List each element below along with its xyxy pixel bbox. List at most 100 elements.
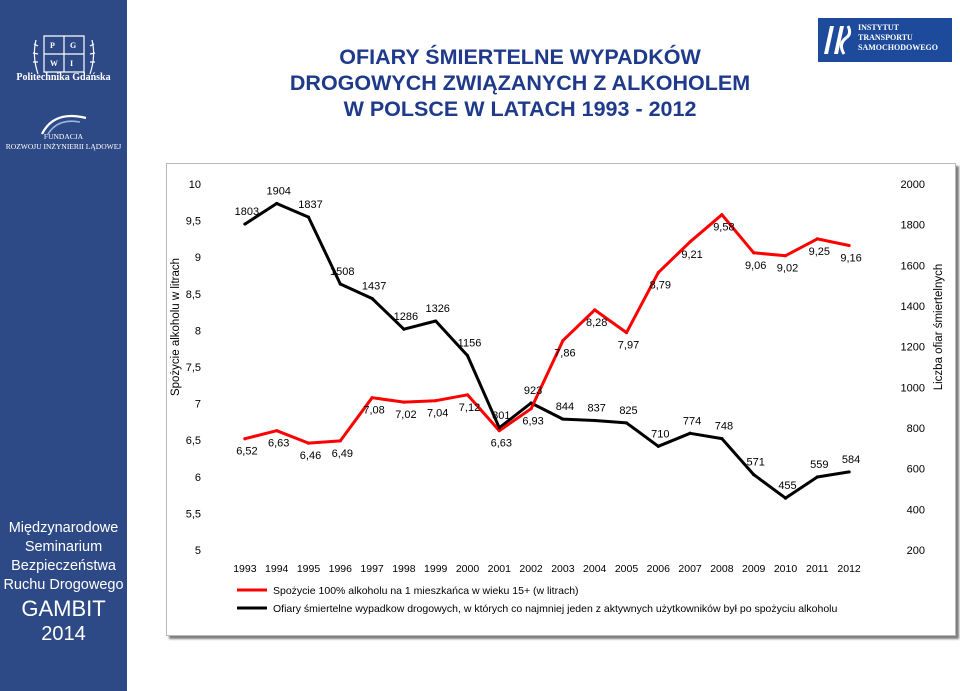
data-label-victims: 774 (683, 415, 701, 427)
x-tick-label: 2009 (742, 563, 766, 575)
y2-tick-label: 400 (907, 504, 925, 516)
point-victims (752, 472, 756, 477)
data-label-alcohol: 6,46 (300, 450, 321, 462)
x-tick-label: 1995 (297, 563, 321, 575)
title-line: DROGOWYCH ZWIĄZANYCH Z ALKOHOLEM (289, 71, 751, 95)
title-line: OFIARY ŚMIERTELNE WYPADKÓW (339, 45, 701, 69)
point-victims (306, 215, 311, 219)
point-alcohol (815, 237, 819, 241)
point-alcohol (306, 441, 311, 445)
data-label-alcohol: 7,02 (395, 409, 416, 421)
line-chart: 5 5,5 6 6,5 7 7,5 8 8,5 9 9,5 10 200 400 600 800 1000 12… (170, 179, 945, 615)
politechnika-gdanska-logo-icon: P G W I (32, 35, 96, 75)
x-tick-label: 2011 (806, 563, 829, 575)
point-victims (465, 354, 470, 358)
data-label-victims: 1803 (235, 206, 259, 218)
y2-tick-label: 600 (907, 464, 925, 476)
y2-tick-label: 1400 (901, 301, 925, 313)
seminar-line: Ruchu Drogowego (3, 577, 124, 593)
foundation-line1: FUNDACJA (43, 132, 84, 141)
its-name: INSTYTUT TRANSPORTU SAMOCHODOWEGO (858, 23, 938, 53)
data-label-victims: 1326 (425, 303, 449, 315)
x-tick-label: 1998 (392, 563, 416, 575)
point-victims (688, 431, 692, 435)
x-tick-label: 1999 (424, 563, 448, 575)
point-alcohol (720, 213, 724, 217)
data-label-alcohol: 7,08 (363, 405, 384, 417)
data-label-victims: 748 (715, 421, 733, 433)
y2-tick-label: 2000 (901, 179, 925, 191)
point-alcohol (529, 407, 533, 411)
y-tick-label: 9,5 (186, 216, 201, 228)
data-label-alcohol: 9,02 (777, 263, 798, 275)
point-alcohol (243, 437, 247, 441)
x-tick-label: 2008 (710, 563, 734, 575)
data-label-alcohol: 7,86 (554, 348, 575, 360)
data-label-alcohol: 9,58 (713, 222, 734, 234)
y-axis-label: Spożycie alkoholu w litrach (170, 258, 182, 396)
data-label-alcohol: 9,21 (681, 249, 702, 261)
chart-frame: 5 5,5 6 6,5 7 7,5 8 8,5 9 9,5 10 200 400 600 800 1000 12… (166, 163, 956, 636)
data-label-alcohol: 7,04 (427, 408, 448, 420)
point-victims (847, 470, 851, 474)
point-victims (402, 327, 406, 331)
point-alcohol (465, 393, 470, 397)
data-label-alcohol: 6,93 (522, 416, 543, 428)
point-alcohol (434, 399, 438, 403)
series-line-alcohol (244, 213, 850, 445)
x-tick-label: 2006 (647, 563, 671, 575)
data-label-alcohol: 8,28 (586, 317, 607, 329)
y-tick-label: 8,5 (186, 289, 201, 301)
data-label-alcohol: 6,63 (491, 438, 512, 450)
point-alcohol (275, 429, 279, 433)
its-line: SAMOCHODOWEGO (858, 43, 939, 52)
point-alcohol (688, 240, 692, 244)
point-victims (434, 319, 438, 323)
event-year: 2014 (41, 623, 86, 645)
y-tick-label: 7 (195, 399, 201, 411)
series-line-victims (244, 202, 850, 500)
x-tick-label: 1997 (360, 563, 384, 575)
x-tick-label: 2007 (678, 563, 702, 575)
svg-text:P: P (50, 41, 55, 50)
data-label-victims: 923 (524, 385, 542, 397)
y-tick-label: 5 (195, 545, 201, 557)
y-tick-label: 8 (195, 325, 201, 337)
data-label-alcohol: 7,12 (459, 402, 480, 414)
seminar-line: Bezpieczeństwa (11, 558, 116, 574)
seminar-line: Seminarium (24, 539, 103, 555)
point-victims (275, 201, 279, 206)
its-line: INSTYTUT (858, 23, 899, 32)
svg-text:I: I (70, 59, 73, 68)
legend-label-victims: Ofiary śmiertelne wypadkow drogowych, w … (273, 603, 837, 615)
x-tick-label: 1996 (329, 563, 353, 575)
point-alcohol (338, 439, 342, 443)
point-victims (720, 436, 724, 441)
its-line: TRANSPORTU (858, 33, 913, 42)
point-alcohol (847, 243, 851, 248)
x-tick-label: 2004 (583, 563, 607, 575)
y2-tick-label: 200 (907, 545, 925, 557)
x-tick-label: 2001 (488, 563, 512, 575)
data-label-victims: 825 (619, 405, 637, 417)
y-tick-label: 9 (195, 252, 201, 264)
its-logo (818, 18, 952, 62)
y-tick-label: 6 (195, 472, 201, 484)
data-label-victims: 1156 (458, 338, 482, 350)
data-label-alcohol: 6,52 (236, 446, 257, 458)
point-victims (593, 418, 597, 423)
foundation-line2: ROZWOJU INŻYNIERII LĄDOWEJ (5, 142, 122, 151)
foundation-name: FUNDACJA ROZWOJU INŻYNIERII LĄDOWEJ (0, 132, 127, 152)
legend-label-alcohol: Spożycie 100% alkoholu na 1 mieszkańca w… (273, 585, 579, 597)
x-tick-label: 2005 (615, 563, 639, 575)
data-label-victims: 844 (556, 401, 574, 413)
svg-text:G: G (70, 41, 76, 50)
point-victims (243, 222, 247, 226)
x-tick-label: 1994 (265, 563, 289, 575)
y2-tick-label: 800 (907, 423, 925, 435)
university-name: Politechnika Gdańska (16, 72, 111, 83)
point-victims (370, 296, 374, 301)
data-label-alcohol: 8,79 (650, 280, 671, 292)
data-label-alcohol: 9,06 (745, 260, 766, 272)
point-victims (561, 417, 565, 421)
